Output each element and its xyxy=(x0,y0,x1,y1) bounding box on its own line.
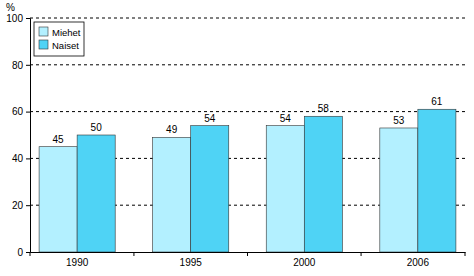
tick: 1995 xyxy=(180,252,203,268)
legend-swatch xyxy=(39,40,48,49)
tick-label: 20 xyxy=(12,200,24,211)
bar xyxy=(39,147,77,252)
tick-mark xyxy=(26,205,30,206)
tick-label: 80 xyxy=(12,60,24,71)
data-label: 50 xyxy=(91,122,103,133)
tick: 100 xyxy=(6,13,30,24)
data-label: 54 xyxy=(280,113,292,124)
bars xyxy=(39,109,456,252)
data-label: 53 xyxy=(393,115,405,126)
tick-mark xyxy=(26,65,30,66)
tick-mark xyxy=(26,18,30,19)
tick-label: 2000 xyxy=(293,257,316,268)
tick: 40 xyxy=(12,153,30,164)
tick: 60 xyxy=(12,106,30,117)
separator-tick xyxy=(361,252,362,256)
tick-label: 0 xyxy=(17,247,23,258)
legend-label: Naiset xyxy=(52,40,79,51)
data-label: 54 xyxy=(204,113,216,124)
bar xyxy=(418,109,456,252)
data-label: 49 xyxy=(166,124,178,135)
tick-mark xyxy=(26,112,30,113)
tick-label: 100 xyxy=(6,13,23,24)
separator-tick xyxy=(133,252,134,256)
separator-tick xyxy=(465,252,466,256)
legend: Miehet Naiset xyxy=(34,22,84,56)
tick: 80 xyxy=(12,60,30,71)
separator-tick xyxy=(247,252,248,256)
x-axis: 1990 1995 2000 2006 xyxy=(30,252,466,268)
tick: 2006 xyxy=(407,252,430,268)
bar xyxy=(380,128,418,252)
data-label: 61 xyxy=(431,96,443,107)
grid-line xyxy=(30,64,465,65)
tick: 0 xyxy=(17,247,30,258)
tick-label: 2006 xyxy=(407,257,430,268)
legend-swatch xyxy=(39,27,48,36)
bar xyxy=(153,137,191,252)
separator-tick xyxy=(30,252,31,256)
plot: 45 49 54 53 50 54 58 61 0 20 40 60 80 100 1990 1995 2000… xyxy=(6,13,465,268)
bar xyxy=(304,116,342,252)
legend-label: Miehet xyxy=(52,27,81,38)
data-label: 58 xyxy=(318,103,330,114)
tick: 1990 xyxy=(66,252,89,268)
y-axis: 0 20 40 60 80 100 xyxy=(6,13,30,258)
legend-box xyxy=(34,22,84,56)
bar xyxy=(77,135,115,252)
tick-label: 40 xyxy=(12,153,24,164)
tick: 2000 xyxy=(293,252,316,268)
legend-item: Naiset xyxy=(39,40,79,51)
data-label: 45 xyxy=(53,134,65,145)
tick-mark xyxy=(26,158,30,159)
bar xyxy=(191,126,229,252)
tick-label: 1990 xyxy=(66,257,89,268)
grid-line xyxy=(30,111,465,112)
tick: 20 xyxy=(12,200,30,211)
data-labels: 45 49 54 53 50 54 58 61 xyxy=(53,96,443,144)
tick-mark xyxy=(26,252,30,253)
chart: 45 49 54 53 50 54 58 61 0 20 40 60 80 100 1990 1995 2000… xyxy=(0,0,474,276)
tick-label: 60 xyxy=(12,106,24,117)
grid-line xyxy=(30,18,465,19)
bar xyxy=(266,126,304,252)
axis-title: % xyxy=(6,2,15,13)
axis-line xyxy=(26,19,31,253)
legend-item: Miehet xyxy=(39,27,81,38)
tick-label: 1995 xyxy=(180,257,203,268)
